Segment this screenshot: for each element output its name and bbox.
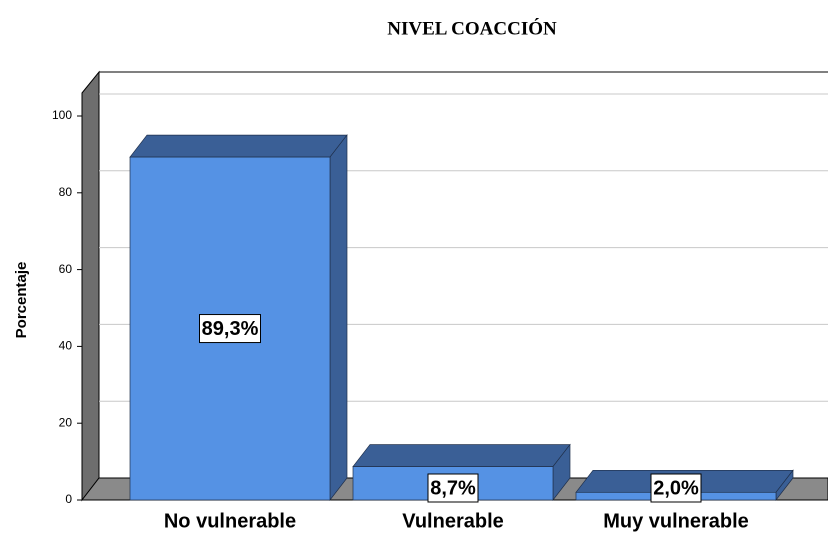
value-label: 89,3%: [202, 318, 259, 340]
y-axis-label: Porcentaje: [13, 262, 30, 339]
y-tick-label: 0: [65, 492, 72, 506]
left-wall: [81, 70, 100, 502]
value-label-box: [427, 473, 479, 503]
x-tick-label: Vulnerable: [402, 510, 504, 532]
bar-top: [129, 134, 348, 158]
y-tick-label: 60: [59, 262, 73, 276]
y-tick-label: 100: [52, 108, 72, 122]
y-tick-label: 20: [59, 415, 73, 429]
value-label: 8,7%: [430, 477, 476, 499]
y-tick-label: 80: [59, 185, 73, 199]
bar-top: [352, 444, 571, 467]
y-tick-label: 40: [59, 339, 73, 353]
x-tick-label: No vulnerable: [164, 510, 296, 532]
bar-side: [329, 134, 348, 502]
value-label-box: [199, 314, 261, 344]
x-tick-label: Muy vulnerable: [603, 510, 749, 532]
value-label: 2,0%: [653, 477, 699, 499]
value-label-box: [650, 473, 702, 503]
chart-title: NIVEL COACCIÓN: [387, 17, 557, 39]
